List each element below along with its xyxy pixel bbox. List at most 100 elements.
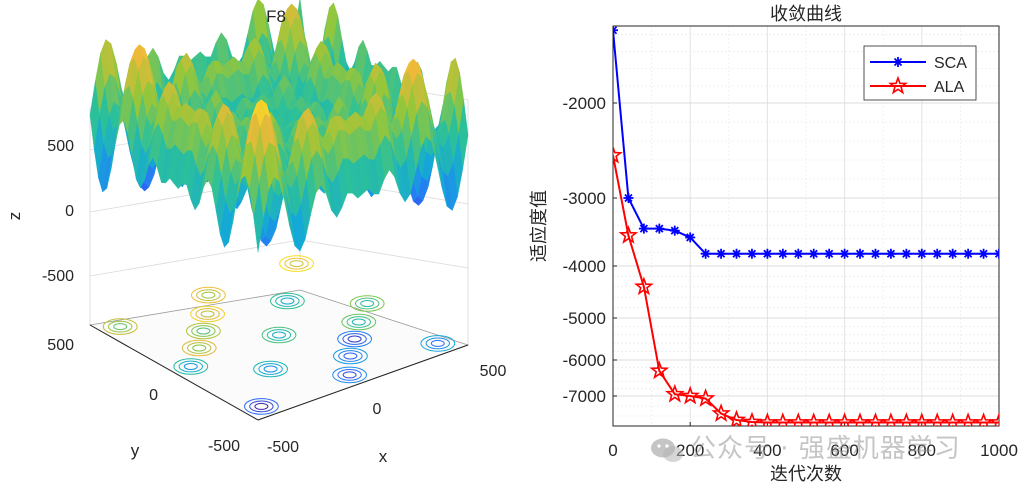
convergence-xlabel: 迭代次数 (770, 464, 842, 485)
contour-line (342, 333, 367, 345)
ala-data-point (757, 412, 778, 426)
ala-data-point (881, 412, 901, 426)
contour-line (249, 400, 274, 413)
contour-line (190, 305, 226, 323)
contour-line (279, 255, 315, 272)
sca-data-point (839, 248, 850, 259)
wechat-icon (651, 438, 683, 462)
contour-line (270, 292, 305, 310)
sca-data-point (994, 248, 999, 259)
sca-data-point (916, 248, 927, 259)
contour-line (196, 327, 211, 335)
z-tick-label: 0 (65, 203, 74, 220)
contour-line (280, 297, 295, 305)
sca-data-point (613, 26, 618, 36)
z-tick-label: -500 (42, 268, 74, 285)
y-tick-label: -7000 (563, 387, 606, 406)
x-tick-label: 500 (480, 363, 507, 380)
contour-line (186, 322, 221, 340)
contour-line (275, 295, 300, 307)
y-tick-label: -5000 (563, 309, 606, 328)
contour-line (266, 329, 292, 341)
x-axis-label: x (379, 447, 388, 466)
ala-data-point (613, 144, 623, 164)
sca-data-point (700, 248, 711, 259)
contour-line (108, 320, 133, 333)
contour-line (113, 323, 128, 331)
y-tick-label: -500 (208, 438, 240, 455)
contour-line (200, 310, 215, 318)
contour-line (337, 330, 373, 348)
ala-data-point (819, 412, 840, 426)
sca-data-point (855, 248, 866, 259)
ala-data-point (695, 388, 716, 407)
watermark-text: 公众号 · 强盛机器学习 (690, 434, 961, 464)
contour-line (192, 344, 207, 352)
contour-line (254, 402, 269, 410)
ala-data-point (834, 412, 855, 426)
contour-line (355, 297, 380, 310)
contour-line (351, 318, 366, 326)
y-tick-label: 0 (149, 387, 158, 404)
contour-line (341, 313, 377, 331)
ala-data-point (634, 276, 654, 296)
contour-line (196, 289, 221, 302)
y-tick-label: -6000 (563, 351, 606, 370)
y-tick-label: 500 (47, 337, 74, 354)
sca-data-point (885, 248, 896, 259)
ala-data-point (896, 412, 917, 426)
ala-data-point (911, 412, 932, 426)
axis-ticks: 0 200 400 600 800 1000 -2000 -3000 -4000 -5000 -60… (563, 94, 1018, 460)
contour-line (284, 257, 309, 270)
sca-data-point (669, 225, 680, 236)
contour-line (343, 352, 358, 360)
ala-data-point (958, 412, 978, 426)
legend-ala-marker (888, 75, 908, 95)
legend-ala-label: ALA (934, 79, 965, 96)
contour-line (183, 363, 198, 370)
contour-line (102, 318, 138, 335)
x-tick-label: 0 (373, 401, 382, 418)
contour-floor (88, 255, 470, 421)
contour-line (346, 316, 371, 328)
legend-sca-marker-shape (893, 57, 903, 67)
contour-line (263, 365, 278, 373)
contour-line (272, 331, 286, 339)
x-tick-label: 1000 (980, 441, 1018, 460)
z-axis-label: z (5, 212, 24, 221)
legend: SCA ALA (863, 45, 977, 101)
watermark: 公众号 · 强盛机器学习 (650, 428, 961, 465)
x-axis-line (257, 344, 469, 421)
ala-data-point (665, 383, 685, 403)
x-tick-label: 600 (830, 441, 858, 460)
contour-line (173, 358, 209, 375)
contour-line (178, 360, 204, 373)
convergence-title: 收敛曲线 (770, 4, 842, 25)
series-layer (613, 26, 999, 426)
contour-line (332, 366, 368, 384)
ala-data-point (803, 412, 824, 426)
contour-line (425, 337, 450, 350)
ala-data-point (772, 412, 793, 426)
ala-data-point (618, 225, 639, 244)
x-tick-label: -500 (267, 439, 299, 456)
y-axis-label: y (131, 441, 140, 460)
sca-data-point (716, 248, 727, 259)
contour-line (181, 339, 217, 357)
ala-data-point (742, 411, 762, 426)
ala-data-point (850, 412, 870, 426)
sca-data-point (793, 248, 804, 259)
sca-data-point (638, 223, 649, 234)
contour-line (342, 371, 357, 379)
convergence-ylabel: 适应度值 (529, 190, 550, 262)
contour-line (187, 342, 212, 354)
sca-data-point (654, 223, 665, 234)
y-tick-label: -4000 (563, 257, 606, 276)
contour-line (244, 398, 279, 415)
ala-data-point (680, 385, 701, 405)
ala-data-point (649, 360, 670, 380)
contour-line (289, 260, 304, 268)
ala-data-point (726, 409, 747, 426)
sca-data-point (685, 232, 696, 243)
